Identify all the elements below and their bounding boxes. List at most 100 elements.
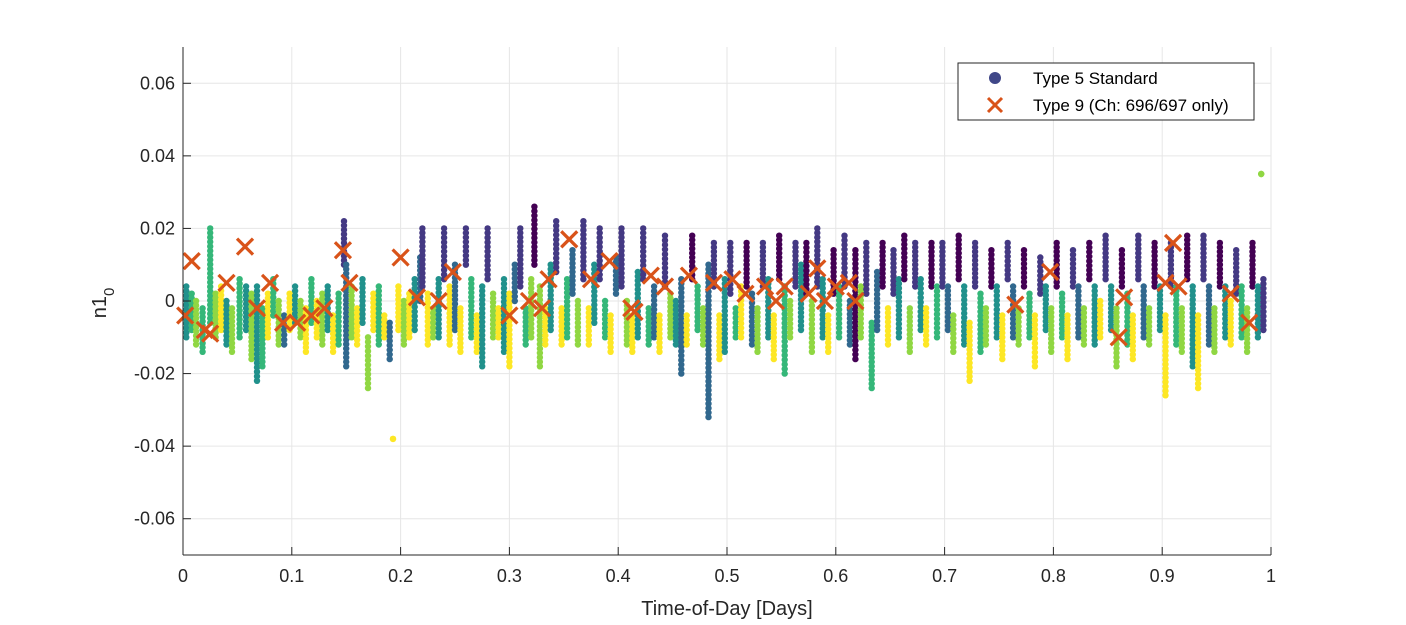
type5-point-143-4 <box>955 249 962 257</box>
type5-point-99-8 <box>716 347 723 354</box>
type5-point-108-8 <box>765 311 772 319</box>
type5-point-54-4 <box>473 330 480 337</box>
x-tick-label-3: 0.3 <box>497 566 522 586</box>
type5-point-121-10 <box>835 329 843 336</box>
type5-point-142-3 <box>950 325 957 333</box>
type5-point-175-6 <box>1129 338 1137 345</box>
type5-point-106-5 <box>754 326 761 334</box>
type5-point-169-0 <box>1097 297 1104 305</box>
type5-point-49-12 <box>446 336 453 344</box>
type5-point-136-0 <box>917 276 924 283</box>
type5-point-19-5 <box>291 306 299 313</box>
type5-point-92-11 <box>678 325 685 332</box>
type5-point-24-8 <box>319 327 326 334</box>
type5-point-13-3 <box>259 318 266 325</box>
type5-point-152-3 <box>1004 253 1011 260</box>
type5-point-86-4 <box>645 323 652 330</box>
type5-point-158-0 <box>1037 254 1044 261</box>
type9-point-14 <box>391 248 410 267</box>
type5-point-193-6 <box>1227 323 1234 331</box>
type5-point-57-9 <box>489 329 497 337</box>
type5-point-78-8 <box>601 334 609 341</box>
type5-point-178-3 <box>1145 318 1153 326</box>
type5-point-76-6 <box>591 288 598 295</box>
type5-point-25-3 <box>324 296 331 303</box>
type5-point-110-6 <box>776 258 783 265</box>
type5-point-135-5 <box>912 261 919 268</box>
type5-point-125-7 <box>857 315 864 322</box>
type5-point-134-5 <box>906 326 913 334</box>
type9-point-41 <box>846 291 865 311</box>
type5-point-1-0 <box>188 290 195 297</box>
type5-point-163-6 <box>1064 338 1071 345</box>
type5-point-70-4 <box>558 323 565 330</box>
type5-point-118-9 <box>819 316 826 323</box>
type5-point-4-12 <box>207 279 214 286</box>
type5-point-56-4 <box>484 243 491 251</box>
type5-point-79-1 <box>607 316 614 324</box>
type5-point-75-2 <box>585 314 592 321</box>
type5-point-154-5 <box>1015 327 1022 335</box>
type5-point-119-1 <box>825 316 832 324</box>
type5-point-71-1 <box>563 280 571 287</box>
type5-point-124-2 <box>852 256 859 263</box>
type5-point-77-7 <box>596 257 603 264</box>
type9-point-26 <box>625 302 644 322</box>
type5-point-192-11 <box>1222 334 1229 341</box>
type5-point-13-6 <box>259 331 266 339</box>
type5-point-98-7 <box>710 270 718 277</box>
type5-point-12-21 <box>253 377 261 384</box>
type5-point-45-0 <box>424 290 431 297</box>
type5-point-153-8 <box>1009 320 1017 327</box>
type5-point-13-5 <box>259 327 266 334</box>
type5-point-165-4 <box>1075 301 1082 309</box>
type5-point-26-5 <box>329 335 337 342</box>
type5-point-84-12 <box>634 321 641 328</box>
type5-point-48-6 <box>440 252 448 260</box>
type5-point-132-13 <box>895 334 903 341</box>
type5-point-186-4 <box>1189 301 1196 308</box>
type5-point-124-22 <box>852 346 859 354</box>
type5-point-186-2 <box>1189 292 1196 299</box>
type5-point-54-5 <box>473 335 480 342</box>
type5-point-177-10 <box>1140 329 1147 336</box>
type5-point-128-3 <box>873 282 881 289</box>
type5-point-79-4 <box>607 330 614 337</box>
type5-point-126-8 <box>863 276 870 284</box>
type5-point-120-0 <box>830 247 837 254</box>
type5-point-112-5 <box>786 320 794 327</box>
type5-point-197-3 <box>1249 252 1256 260</box>
type5-point-135-3 <box>912 252 919 260</box>
type5-point-50-6 <box>451 287 459 294</box>
type5-point-24-9 <box>319 332 326 339</box>
type5-point-172-13 <box>1113 363 1120 370</box>
type5-point-117-3 <box>814 238 821 245</box>
type5-point-191-10 <box>1216 283 1224 290</box>
type5-point-148-3 <box>982 318 990 326</box>
type5-point-81-9 <box>618 265 625 272</box>
type5-point-58-4 <box>495 324 502 331</box>
type5-point-88-0 <box>656 312 663 319</box>
type5-point-87-1 <box>650 287 658 295</box>
type5-point-136-5 <box>917 299 924 306</box>
type5-point-134-3 <box>906 318 913 325</box>
type5-point-90-1 <box>667 294 674 302</box>
type5-point-60-9 <box>506 331 513 338</box>
type5-point-55-4 <box>479 301 486 308</box>
type9-point-9 <box>288 313 307 332</box>
type5-point-4-20 <box>207 315 214 322</box>
type5-point-170-8 <box>1102 267 1109 274</box>
type5-point-174-4 <box>1124 309 1131 316</box>
type5-point-100-7 <box>721 307 728 315</box>
type5-point-21-7 <box>302 335 310 342</box>
type5-point-83-5 <box>629 335 636 342</box>
type5-point-58-5 <box>495 329 502 336</box>
type5-point-200-0 <box>1260 276 1267 283</box>
type5-point-70-5 <box>558 327 565 335</box>
type5-point-4-2 <box>207 234 214 241</box>
type5-point-165-2 <box>1075 292 1082 299</box>
type5-point-32-0 <box>359 276 366 283</box>
type5-point-10-6 <box>242 309 250 316</box>
type5-point-37-7 <box>386 351 393 358</box>
type5-point-20-8 <box>297 334 304 341</box>
